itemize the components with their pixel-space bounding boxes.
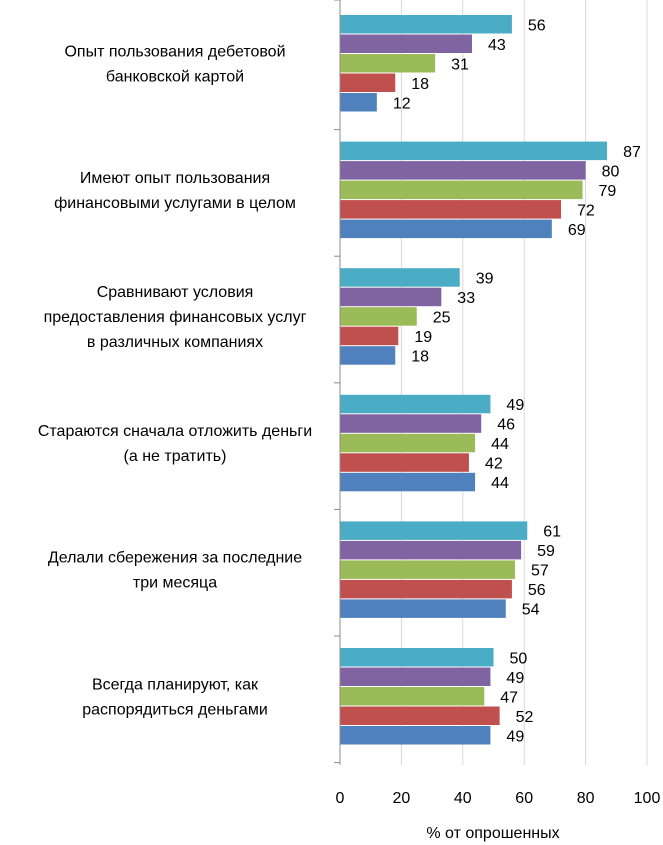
bar-4-series-3 — [340, 433, 476, 453]
category-label-line: три месяца — [133, 575, 217, 592]
category-label: Делали сбережения за последние три месяца — [48, 550, 302, 592]
data-label: 56 — [528, 17, 546, 34]
data-label: 59 — [537, 543, 555, 560]
category-label: Всегда планируют, как распорядиться деньг… — [82, 676, 268, 718]
bar-1-series-1 — [340, 15, 512, 34]
bar-3-series-4 — [340, 326, 399, 346]
x-tick-label: 0 — [336, 790, 345, 807]
x-tick-label: 80 — [577, 790, 595, 807]
data-label: 31 — [451, 56, 469, 73]
bar-3-series-5 — [340, 346, 396, 365]
category-label-line: (а не тратить) — [124, 448, 227, 465]
data-label: 52 — [516, 709, 534, 726]
category-label-line: банковской картой — [106, 68, 244, 85]
category-label-line: распорядиться деньгами — [82, 701, 268, 718]
data-label: 49 — [506, 670, 524, 687]
bar-5-series-5 — [340, 599, 506, 618]
category-label: Стараются сначала отложить деньги (а не т… — [38, 423, 312, 465]
bars — [340, 15, 608, 745]
bar-1-series-4 — [340, 73, 396, 92]
data-label: 69 — [568, 222, 586, 239]
gridlines — [400, 0, 648, 765]
data-label: 49 — [506, 397, 524, 414]
data-label: 25 — [433, 309, 451, 326]
value-labels: 5643311812878079726939332519184946444244… — [393, 17, 641, 745]
x-tick-label: 40 — [454, 790, 472, 807]
data-label: 56 — [528, 582, 546, 599]
bar-2-series-3 — [340, 180, 583, 200]
bar-2-series-5 — [340, 219, 552, 239]
data-label: 79 — [599, 183, 617, 200]
data-label: 43 — [488, 37, 506, 54]
data-label: 57 — [531, 563, 549, 580]
data-label: 18 — [411, 76, 429, 93]
data-label: 47 — [500, 689, 518, 706]
bar-4-series-1 — [340, 394, 491, 414]
bar-2-series-4 — [340, 200, 562, 219]
x-tick-label: 60 — [515, 790, 533, 807]
category-label-line: Сравнивают условия — [97, 284, 254, 301]
data-label: 49 — [506, 728, 524, 745]
bar-5-series-1 — [340, 521, 528, 540]
bar-4-series-2 — [340, 414, 482, 433]
bar-6-series-1 — [340, 648, 494, 667]
bar-1-series-2 — [340, 34, 473, 53]
category-label-line: Стараются сначала отложить деньги — [38, 423, 312, 440]
bar-6-series-3 — [340, 687, 485, 706]
data-label: 44 — [491, 436, 509, 453]
bar-1-series-3 — [340, 54, 436, 73]
data-label: 18 — [411, 348, 429, 365]
category-label-line: Делали сбережения за последние — [48, 550, 302, 567]
bar-3-series-3 — [340, 307, 417, 326]
bar-5-series-4 — [340, 579, 512, 599]
bar-6-series-4 — [340, 706, 500, 725]
category-label-line: Имеют опыт пользования — [80, 170, 270, 187]
bar-4-series-5 — [340, 472, 476, 492]
bar-3-series-1 — [340, 268, 460, 287]
data-label: 42 — [485, 456, 503, 473]
data-label: 39 — [476, 270, 494, 287]
bar-5-series-2 — [340, 540, 522, 560]
data-label: 87 — [623, 144, 641, 161]
data-label: 33 — [457, 290, 475, 307]
bar-6-series-2 — [340, 667, 491, 686]
bar-4-series-4 — [340, 453, 469, 472]
data-label: 80 — [602, 163, 620, 180]
category-label-line: в различных компаниях — [87, 334, 263, 351]
category-label-line: Всегда планируют, как — [92, 676, 259, 693]
x-tick-label: 100 — [634, 790, 661, 807]
data-label: 72 — [577, 202, 595, 219]
bar-2-series-1 — [340, 141, 608, 161]
x-axis-title: % от опрошенных — [426, 825, 559, 842]
data-label: 19 — [414, 329, 432, 346]
bar-1-series-5 — [340, 93, 377, 112]
data-label: 50 — [510, 650, 528, 667]
category-label-line: финансовыми услугами в целом — [54, 195, 296, 212]
x-tick-label: 20 — [393, 790, 411, 807]
category-label-line: предоставления финансовых услуг — [44, 309, 307, 326]
category-label: Сравнивают условия предоставления финансо… — [44, 284, 307, 351]
category-label: Имеют опыт пользования финансовыми услуга… — [54, 170, 296, 212]
data-label: 46 — [497, 417, 515, 434]
data-label: 54 — [522, 602, 540, 619]
category-label: Опыт пользования дебетовой банковской кар… — [64, 43, 285, 85]
data-label: 44 — [491, 475, 509, 492]
category-label-line: Опыт пользования дебетовой — [64, 43, 285, 60]
bar-5-series-3 — [340, 560, 515, 579]
bar-2-series-2 — [340, 161, 586, 180]
bar-6-series-5 — [340, 726, 491, 745]
bar-3-series-2 — [340, 287, 442, 307]
x-axis: 0 20 40 60 80 100 — [334, 0, 660, 807]
data-label: 12 — [393, 95, 411, 112]
category-labels: Опыт пользования дебетовой банковской кар… — [38, 43, 312, 718]
data-label: 61 — [543, 524, 561, 541]
